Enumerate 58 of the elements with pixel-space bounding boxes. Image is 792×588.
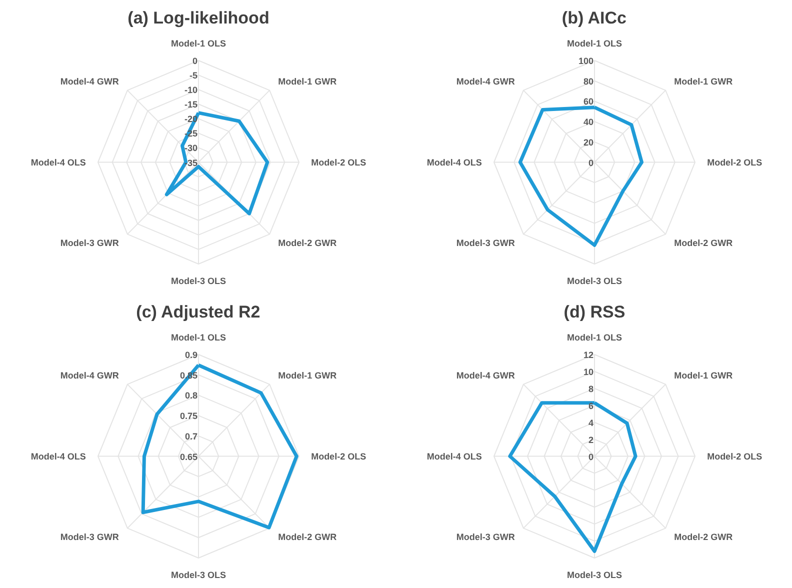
y-tick-label: 60 [583, 96, 594, 107]
spoke-label: Model-1 OLS [567, 38, 622, 48]
spoke-label: Model-2 OLS [707, 157, 762, 168]
spoke-label: Model-4 OLS [426, 157, 482, 168]
spoke-label: Model-1 GWR [674, 76, 734, 87]
y-tick-label: 0.9 [184, 350, 198, 360]
spoke-label: Model-2 GWR [278, 238, 338, 248]
spoke-label: Model-1 OLS [171, 38, 226, 48]
chart-title: (c) Adjusted R2 [136, 302, 260, 322]
y-tick-label: -5 [189, 70, 198, 81]
spoke-label: Model-4 OLS [30, 451, 86, 462]
spoke-label: Model-3 GWR [60, 238, 120, 248]
spoke-label: Model-1 GWR [278, 370, 338, 381]
y-tick-label: 2 [588, 434, 594, 445]
y-tick-label: 40 [583, 117, 594, 128]
spoke-label: Model-3 OLS [171, 276, 226, 286]
y-tick-label: 0.75 [180, 411, 198, 422]
spoke-label: Model-4 OLS [30, 157, 86, 168]
spoke-label: Model-4 GWR [60, 76, 120, 87]
spoke-label: Model-2 GWR [674, 238, 734, 248]
chart-title: (a) Log-likelihood [128, 8, 270, 28]
spoke-label: Model-3 GWR [60, 532, 120, 542]
y-tick-label: 0.7 [184, 431, 198, 442]
y-tick-label: 100 [578, 56, 594, 66]
y-tick-label: 20 [583, 137, 594, 148]
y-tick-label: 0 [588, 452, 594, 462]
spoke-label: Model-2 OLS [707, 451, 762, 462]
spoke-label: Model-3 OLS [567, 570, 622, 580]
y-tick-label: -30 [184, 143, 198, 154]
spoke-label: Model-2 OLS [311, 451, 366, 462]
y-tick-label: -10 [184, 85, 198, 96]
spoke-label: Model-3 GWR [456, 238, 516, 248]
y-tick-label: 4 [588, 418, 594, 428]
spoke-label: Model-3 OLS [567, 276, 622, 286]
spoke-label: Model-1 GWR [674, 370, 734, 381]
chart-title: (b) AICc [562, 8, 626, 28]
spoke-label: Model-4 GWR [60, 370, 120, 381]
y-tick-label: 0.65 [180, 452, 198, 462]
spoke-label: Model-3 OLS [171, 570, 226, 580]
spoke-label: Model-3 GWR [456, 532, 516, 542]
spoke-label: Model-1 OLS [567, 332, 622, 342]
chart-title: (d) RSS [564, 302, 626, 322]
y-tick-label: 12 [583, 350, 594, 360]
y-tick-label: 0 [588, 158, 594, 168]
spoke-label: Model-4 GWR [456, 76, 516, 87]
y-tick-label: 80 [583, 76, 594, 86]
spoke-label: Model-4 GWR [456, 370, 516, 381]
y-tick-label: 0 [192, 56, 198, 66]
y-tick-label: 10 [583, 366, 594, 377]
spoke-label: Model-1 OLS [171, 332, 226, 342]
spoke-label: Model-4 OLS [426, 451, 482, 462]
spoke-label: Model-1 GWR [278, 76, 338, 87]
y-tick-label: -15 [184, 100, 198, 110]
spoke-label: Model-2 GWR [278, 532, 338, 542]
spoke-label: Model-2 GWR [674, 532, 734, 542]
spoke-label: Model-2 OLS [311, 157, 366, 168]
y-tick-label: 0.8 [184, 390, 198, 401]
y-tick-label: 8 [588, 384, 594, 394]
